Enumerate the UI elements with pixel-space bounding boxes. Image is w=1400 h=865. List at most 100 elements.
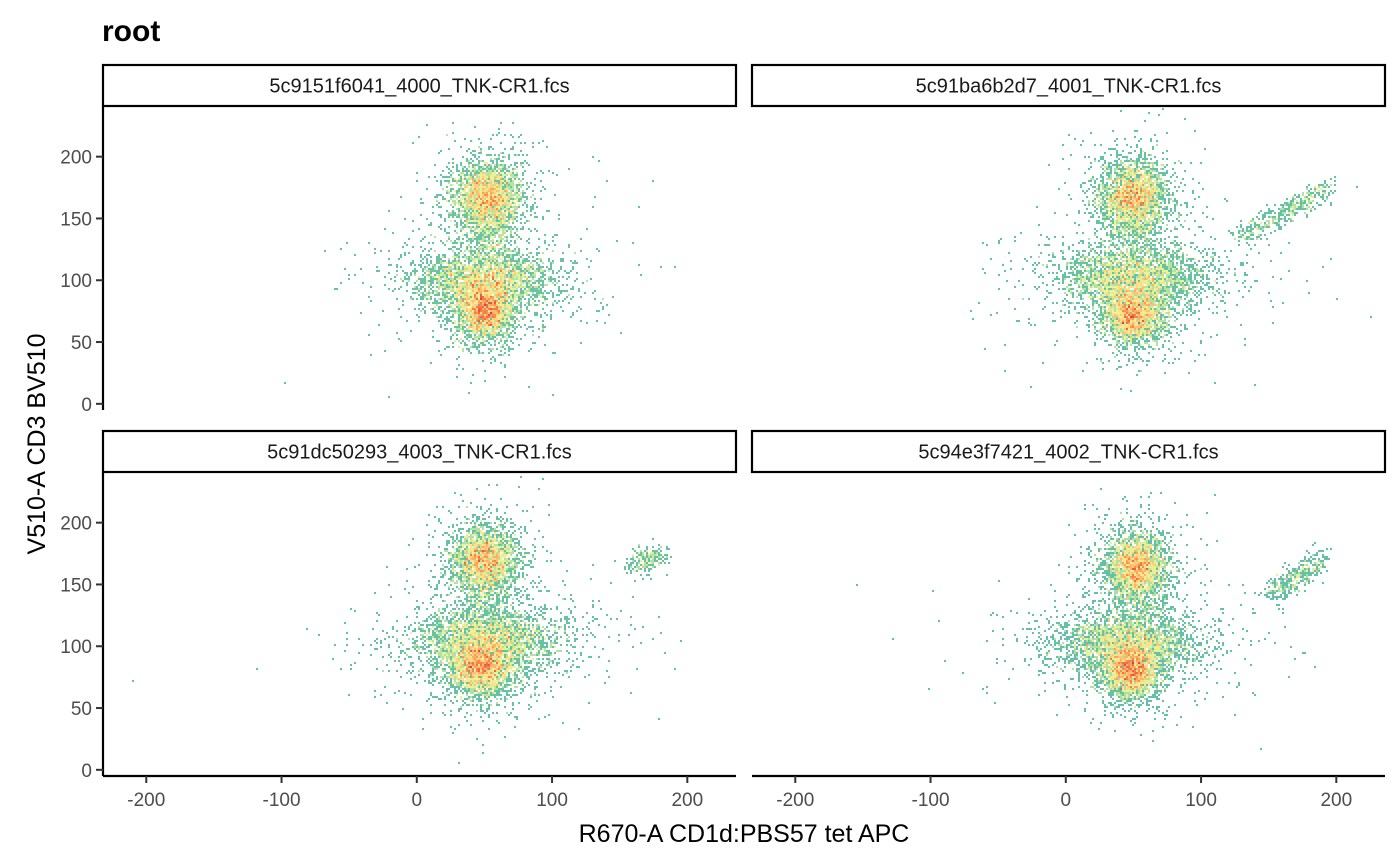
data-point (1118, 190, 1120, 192)
data-point (450, 328, 452, 330)
data-point (520, 286, 522, 288)
data-point (536, 270, 538, 272)
data-point (1114, 204, 1116, 206)
data-point (478, 314, 480, 316)
data-point (490, 180, 492, 182)
data-point (496, 226, 498, 228)
data-point (574, 252, 576, 254)
data-point (486, 184, 488, 186)
data-point (456, 288, 458, 290)
data-point (418, 276, 420, 278)
data-point (504, 208, 506, 210)
data-point (1114, 274, 1116, 276)
data-point (474, 166, 476, 168)
data-point (444, 256, 446, 258)
data-point (1096, 188, 1098, 190)
data-point (1058, 282, 1060, 284)
data-point (1130, 314, 1132, 316)
data-point (1146, 300, 1148, 302)
data-point (362, 282, 364, 284)
data-point (474, 200, 476, 202)
data-point (494, 198, 496, 200)
data-point (438, 306, 440, 308)
data-point (560, 290, 562, 292)
data-point (458, 364, 460, 366)
data-point (476, 348, 478, 350)
data-point (518, 182, 520, 184)
data-point (480, 352, 482, 354)
data-point (504, 340, 506, 342)
data-point (420, 296, 422, 298)
data-point (434, 290, 436, 292)
data-point (486, 228, 488, 230)
data-point (486, 224, 488, 226)
data-point (504, 244, 506, 246)
data-point (528, 300, 530, 302)
data-point (438, 260, 440, 262)
data-point (460, 318, 462, 320)
data-point (494, 324, 496, 326)
data-point (476, 240, 478, 242)
data-point (1154, 298, 1156, 300)
data-point (522, 266, 524, 268)
data-point (380, 250, 382, 252)
data-point (1150, 302, 1152, 304)
data-point (446, 296, 448, 298)
data-point (1114, 276, 1116, 278)
data-point (484, 202, 486, 204)
data-point (496, 222, 498, 224)
data-point (486, 286, 488, 288)
data-point (1054, 278, 1056, 280)
data-point (478, 278, 480, 280)
data-point (560, 266, 562, 268)
data-point (1132, 322, 1134, 324)
data-point (498, 322, 500, 324)
data-point (1118, 218, 1120, 220)
data-point (1124, 228, 1126, 230)
data-point (482, 286, 484, 288)
data-point (1136, 202, 1138, 204)
data-point (462, 266, 464, 268)
data-point (472, 306, 474, 308)
data-point (482, 220, 484, 222)
data-point (1126, 184, 1128, 186)
data-point (1156, 188, 1158, 190)
data-point (512, 298, 514, 300)
data-point (462, 214, 464, 216)
data-point (504, 134, 506, 136)
data-point (476, 302, 478, 304)
data-point (542, 218, 544, 220)
data-point (506, 312, 508, 314)
data-point (414, 286, 416, 288)
data-point (1158, 292, 1160, 294)
data-point (446, 306, 448, 308)
data-point (496, 244, 498, 246)
data-point (478, 328, 480, 330)
data-point (1138, 196, 1140, 198)
data-point (456, 170, 458, 172)
data-point (442, 268, 444, 270)
data-point (482, 336, 484, 338)
data-point (340, 248, 342, 250)
data-point (1146, 216, 1148, 218)
data-point (484, 340, 486, 342)
data-point (488, 188, 490, 190)
data-point (480, 182, 482, 184)
data-point (1140, 330, 1142, 332)
data-point (468, 238, 470, 240)
data-point (552, 292, 554, 294)
data-point (388, 258, 390, 260)
data-point (1136, 294, 1138, 296)
data-point (518, 280, 520, 282)
data-point (498, 276, 500, 278)
data-point (506, 334, 508, 336)
data-point (492, 326, 494, 328)
data-point (482, 230, 484, 232)
data-point (1146, 314, 1148, 316)
data-point (444, 286, 446, 288)
data-point (538, 278, 540, 280)
data-point (534, 282, 536, 284)
data-point (1144, 322, 1146, 324)
data-point (1134, 314, 1136, 316)
data-point (502, 192, 504, 194)
